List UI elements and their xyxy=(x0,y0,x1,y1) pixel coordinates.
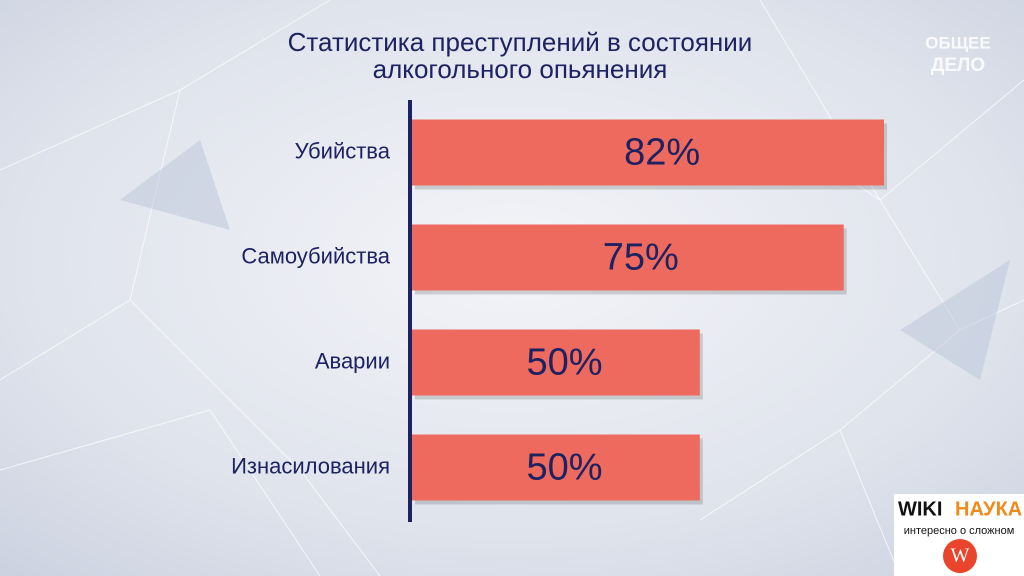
bar xyxy=(412,224,844,291)
logo-icon-text: W xyxy=(951,545,970,567)
bar xyxy=(412,329,700,396)
category-label: Аварии xyxy=(315,348,390,373)
value-label: 50% xyxy=(527,447,603,489)
category-label: Самоубийства xyxy=(241,243,390,268)
plot-area: 82% Убийства 75% Самоубийства 50% Аварии 50% Из… xyxy=(231,119,887,505)
logo-text: НАУКА xyxy=(955,498,1022,520)
value-label: 75% xyxy=(603,237,679,279)
chart-title: алкогольного опьянения xyxy=(373,54,668,84)
category-label: Изнасилования xyxy=(231,453,390,478)
category-label: Убийства xyxy=(295,138,391,163)
value-label: 50% xyxy=(527,342,603,384)
bar xyxy=(412,119,884,186)
channel-logo: ДЕЛО xyxy=(931,55,985,76)
chart-title: Статистика преступлений в состоянии xyxy=(288,27,753,57)
logo-tagline: интересно о сложном xyxy=(904,525,1015,537)
logo-text: WIKI xyxy=(898,498,942,520)
logo-icon xyxy=(943,539,977,573)
bar xyxy=(412,434,700,501)
value-label: 82% xyxy=(624,132,700,174)
background-shapes xyxy=(120,140,1010,380)
channel-logo: ОБЩЕЕ xyxy=(925,33,990,52)
wiki-logo: WIKI НАУКА интересно о сложном W xyxy=(894,494,1024,576)
